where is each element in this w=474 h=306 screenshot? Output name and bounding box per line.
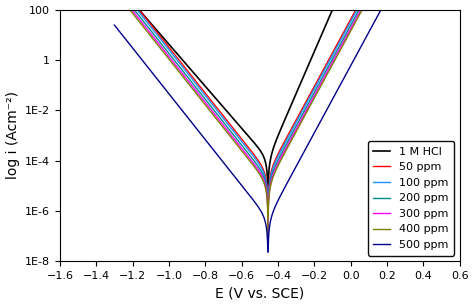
1 M HCl <box>141 13 146 17</box>
X-axis label: E (V vs. SCE): E (V vs. SCE) <box>215 286 304 300</box>
500 ppm <box>239 185 245 188</box>
200 ppm <box>164 48 169 52</box>
400 ppm <box>250 163 255 166</box>
300 ppm <box>239 147 245 151</box>
Line: 50 ppm: 50 ppm <box>114 0 268 237</box>
300 ppm <box>125 3 130 6</box>
300 ppm <box>122 0 128 2</box>
50 ppm <box>164 42 169 46</box>
400 ppm <box>164 54 169 58</box>
400 ppm <box>125 5 130 9</box>
300 ppm <box>164 51 169 55</box>
100 ppm <box>265 237 271 241</box>
Line: 100 ppm: 100 ppm <box>114 0 268 239</box>
Legend: 1 M HCl, 50 ppm, 100 ppm, 200 ppm, 300 ppm, 400 ppm, 500 ppm: 1 M HCl, 50 ppm, 100 ppm, 200 ppm, 300 p… <box>368 141 454 256</box>
400 ppm <box>239 149 245 153</box>
500 ppm <box>128 44 134 47</box>
200 ppm <box>265 241 271 244</box>
Line: 1 M HCl: 1 M HCl <box>105 0 268 195</box>
200 ppm <box>125 0 130 3</box>
1 M HCl <box>255 145 260 149</box>
1 M HCl <box>265 193 271 197</box>
200 ppm <box>250 157 255 161</box>
50 ppm <box>265 235 271 238</box>
100 ppm <box>164 44 169 48</box>
300 ppm <box>246 156 252 160</box>
100 ppm <box>246 149 252 153</box>
500 ppm <box>111 23 117 27</box>
400 ppm <box>265 246 271 250</box>
100 ppm <box>250 154 255 157</box>
1 M HCl <box>229 116 235 119</box>
200 ppm <box>239 144 245 147</box>
Line: 200 ppm: 200 ppm <box>114 0 268 243</box>
Line: 300 ppm: 300 ppm <box>114 0 268 246</box>
100 ppm <box>239 140 245 144</box>
400 ppm <box>246 159 252 162</box>
Y-axis label: log i (Acm⁻²): log i (Acm⁻²) <box>6 91 19 179</box>
300 ppm <box>250 161 255 164</box>
1 M HCl <box>227 113 233 117</box>
500 ppm <box>260 214 266 218</box>
500 ppm <box>194 127 200 130</box>
500 ppm <box>115 27 120 31</box>
Line: 400 ppm: 400 ppm <box>114 0 268 248</box>
400 ppm <box>122 1 128 5</box>
500 ppm <box>213 151 219 155</box>
1 M HCl <box>173 50 178 54</box>
50 ppm <box>246 147 252 151</box>
50 ppm <box>239 138 245 141</box>
300 ppm <box>265 244 271 248</box>
Line: 500 ppm: 500 ppm <box>114 25 268 251</box>
500 ppm <box>265 249 271 253</box>
200 ppm <box>246 153 252 157</box>
50 ppm <box>250 151 255 155</box>
1 M HCl <box>141 13 146 17</box>
